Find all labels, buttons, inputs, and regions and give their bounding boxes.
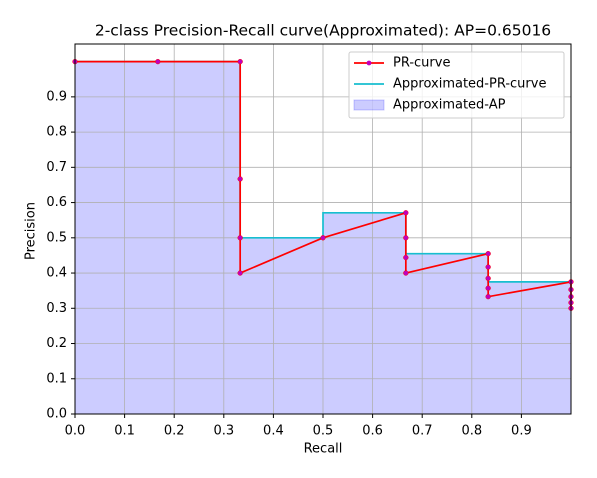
point	[403, 270, 409, 276]
x-tick-label: 0.8	[461, 424, 482, 439]
point	[155, 58, 161, 65]
point	[485, 264, 491, 270]
y-tick-label: 0.1	[46, 371, 67, 386]
legend: PR-curve Approximated-PR-curve Approximate…	[348, 51, 565, 119]
y-tick-label: 0.6	[46, 195, 67, 210]
x-tick-label: 0.9	[511, 424, 532, 439]
legend-label: Approximated-PR-curve	[393, 77, 546, 92]
y-tick-label: 0.0	[46, 407, 67, 422]
legend-label: Approximated-AP	[393, 98, 506, 113]
x-tick-label: 0.1	[114, 424, 135, 439]
x-tick-label: 0.7	[412, 424, 433, 439]
y-tick-label: 0.4	[46, 266, 67, 281]
x-tick-label: 0.4	[263, 424, 284, 439]
y-tick-label: 0.2	[46, 336, 67, 351]
legend-box	[348, 51, 565, 119]
point	[237, 176, 243, 182]
point	[485, 294, 491, 300]
legend-swatch	[353, 99, 385, 111]
x-tick-label: 0.0	[65, 424, 86, 439]
point	[320, 235, 326, 241]
chart-title: 2-class Precision-Recall curve(Approxima…	[95, 22, 551, 40]
point	[485, 285, 491, 291]
x-tick-label: 0.5	[313, 424, 334, 439]
x-tick-label: 0.6	[362, 424, 383, 439]
x-tick-label: 0.3	[213, 424, 234, 439]
point	[403, 254, 409, 261]
point	[237, 58, 243, 65]
point	[485, 251, 491, 257]
legend-marker	[366, 60, 372, 66]
y-tick-label: 0.3	[46, 301, 67, 316]
legend-label: PR-curve	[393, 56, 450, 71]
point	[237, 270, 243, 276]
point	[403, 210, 409, 216]
x-tick-label: 0.2	[164, 424, 185, 439]
x-axis-label: Recall	[304, 442, 343, 457]
point	[485, 275, 491, 281]
point	[403, 235, 409, 241]
y-axis-label: Precision	[24, 202, 39, 260]
axes-frame	[74, 43, 572, 415]
point	[237, 235, 243, 241]
y-tick-label: 0.7	[46, 160, 67, 175]
y-tick-label: 0.5	[46, 230, 67, 245]
y-tick-label: 0.8	[46, 125, 67, 140]
y-tick-label: 0.9	[46, 89, 67, 104]
